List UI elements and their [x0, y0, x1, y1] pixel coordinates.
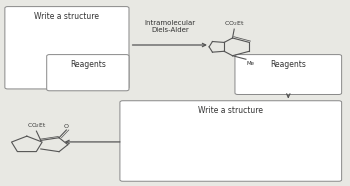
FancyBboxPatch shape [120, 101, 342, 181]
Text: Write a structure: Write a structure [198, 106, 263, 115]
Text: Reagents: Reagents [70, 60, 106, 69]
Text: Write a structure: Write a structure [34, 12, 99, 21]
FancyBboxPatch shape [5, 7, 129, 89]
Text: O: O [64, 124, 69, 129]
Text: Me: Me [247, 61, 255, 66]
FancyBboxPatch shape [235, 55, 342, 94]
Text: Reagents: Reagents [270, 60, 306, 69]
Text: CO$_2$Et: CO$_2$Et [224, 19, 245, 28]
Text: Intramolecular
Diels-Alder: Intramolecular Diels-Alder [144, 20, 195, 33]
Text: CO$_2$Et: CO$_2$Et [27, 121, 46, 130]
FancyBboxPatch shape [47, 55, 129, 91]
